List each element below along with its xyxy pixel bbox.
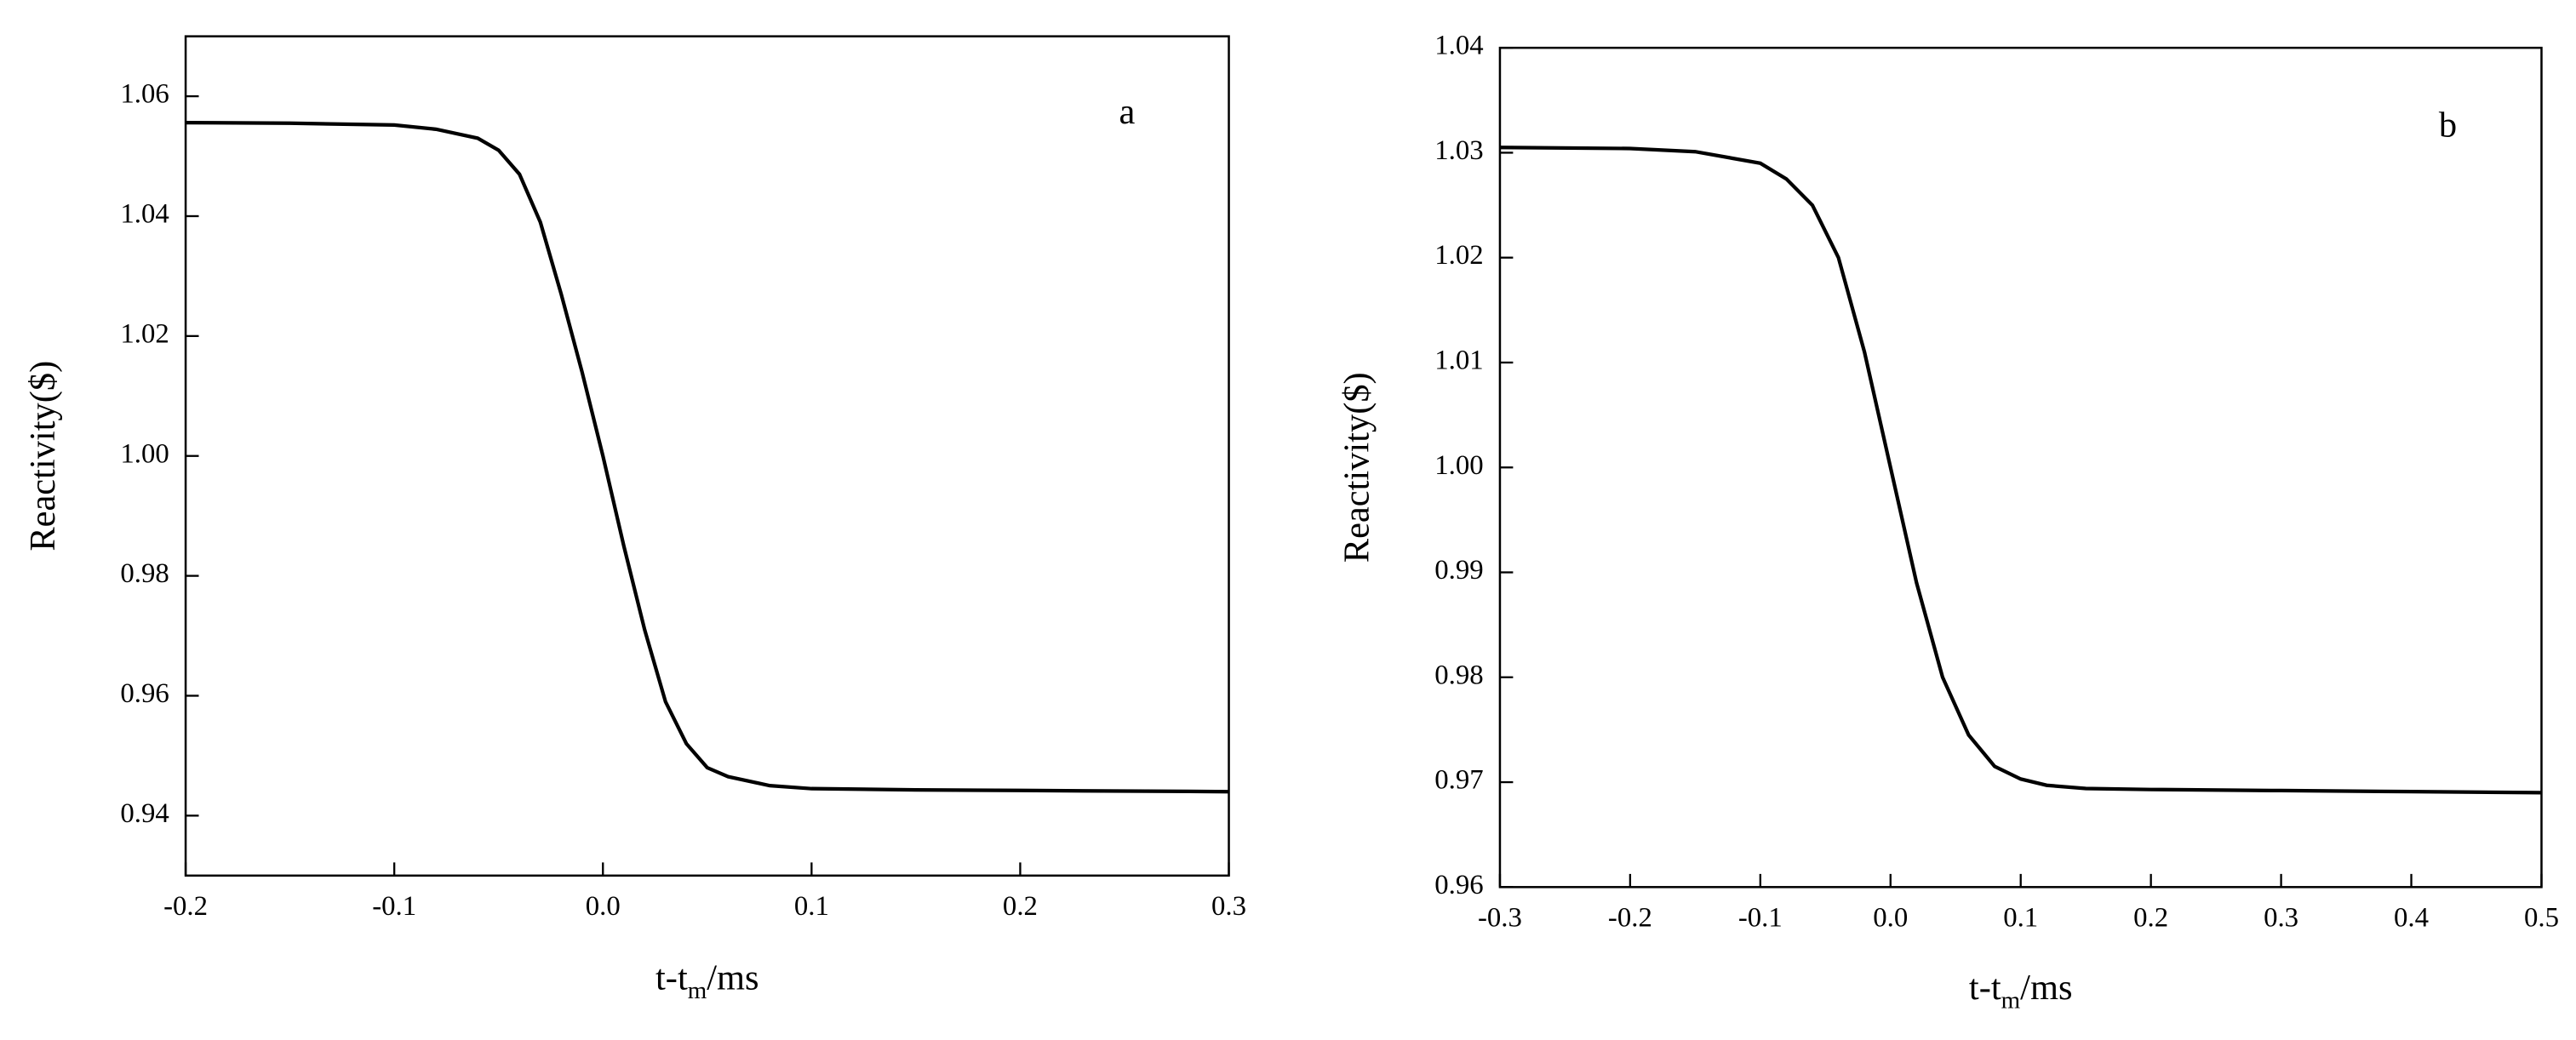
y-tick-label: 1.01 [1434,346,1483,376]
chart-panel: -0.2 -0.1 0.0 0.1 0.2 0.3 0.94 0.96 0.98 1.00 1.02… [23,35,1246,1003]
x-label-main: t-t [1969,968,2001,1008]
line-series [1499,146,2542,795]
line-series [186,120,1229,794]
y-tick-label: 1.03 [1434,135,1483,166]
y-tick-label: 1.06 [120,79,169,110]
x-tick-label: -0.2 [1608,902,1652,933]
x-tick-label: -0.3 [1478,902,1522,933]
x-tick-label: 0.1 [2003,902,2038,933]
y-tick-label: 1.00 [120,438,169,469]
y-tick-label: 0.97 [1434,765,1483,796]
x-label-unit: /ms [707,957,758,997]
chart-panel: -0.3 -0.2 -0.1 0.0 0.1 0.2 0.3 0.4 0.5 0.96 0.97 0.… [1337,31,2559,1014]
y-tick-label: 0.98 [1434,660,1483,690]
x-tick-label: -0.1 [372,891,416,922]
x-tick-label: 0.4 [2394,902,2429,933]
y-axis-label: Reactivity($) [1337,372,1377,563]
x-label-sub: m [2001,986,2021,1014]
y-tick-label: 0.99 [1434,555,1483,586]
x-tick-label: 0.3 [2264,902,2298,933]
panel-label: b [2439,105,2457,145]
x-tick-label: 0.1 [794,891,829,922]
y-tick-label: 1.00 [1434,450,1483,481]
x-tick-label: 0.0 [586,891,621,922]
plot-frame [184,35,1230,877]
y-tick-label: 0.96 [120,678,169,709]
y-tick-label: 1.04 [1434,31,1483,61]
x-label-unit: /ms [2020,968,2072,1008]
x-tick-label: 0.2 [2133,902,2168,933]
panel-label: a [1119,92,1135,132]
y-tick-label: 0.98 [120,558,169,589]
x-tick-label: 0.5 [2524,902,2559,933]
y-tick-label: 1.02 [1434,240,1483,271]
x-tick-label: -0.1 [1738,902,1783,933]
plot-frame [1498,46,2543,889]
x-axis-label: t-tm/ms [1969,968,2073,1014]
x-label-sub: m [688,976,707,1003]
y-axis-label: Reactivity($) [23,361,63,551]
x-tick-label: 0.3 [1211,891,1246,922]
y-tick-label: 1.04 [120,199,169,230]
x-tick-label: 0.0 [1873,902,1908,933]
x-tick-label: -0.2 [163,891,208,922]
x-axis-label: t-tm/ms [655,957,759,1003]
y-tick-label: 0.94 [120,798,169,829]
y-tick-label: 0.96 [1434,870,1483,900]
x-label-main: t-t [655,957,688,997]
y-tick-label: 1.02 [120,318,169,349]
x-tick-label: 0.2 [1003,891,1038,922]
